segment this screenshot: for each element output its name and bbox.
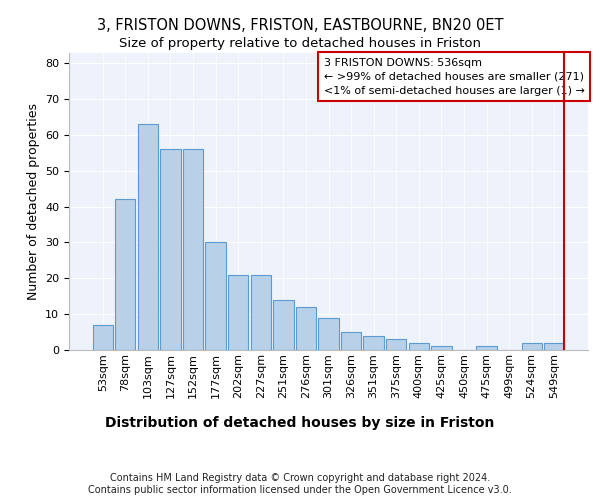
Bar bbox=[251, 274, 271, 350]
Bar bbox=[115, 200, 136, 350]
Bar bbox=[364, 336, 384, 350]
Y-axis label: Number of detached properties: Number of detached properties bbox=[26, 103, 40, 300]
Bar bbox=[521, 343, 542, 350]
Bar bbox=[409, 343, 429, 350]
Bar bbox=[160, 150, 181, 350]
Bar bbox=[341, 332, 361, 350]
Bar bbox=[183, 150, 203, 350]
Bar bbox=[273, 300, 293, 350]
Bar bbox=[205, 242, 226, 350]
Bar bbox=[476, 346, 497, 350]
Bar bbox=[138, 124, 158, 350]
Bar bbox=[92, 325, 113, 350]
Bar bbox=[544, 343, 565, 350]
Bar bbox=[296, 307, 316, 350]
Bar bbox=[386, 339, 406, 350]
Text: Contains HM Land Registry data © Crown copyright and database right 2024.
Contai: Contains HM Land Registry data © Crown c… bbox=[88, 474, 512, 495]
Text: 3 FRISTON DOWNS: 536sqm
← >99% of detached houses are smaller (271)
<1% of semi-: 3 FRISTON DOWNS: 536sqm ← >99% of detach… bbox=[324, 58, 585, 96]
Text: Size of property relative to detached houses in Friston: Size of property relative to detached ho… bbox=[119, 38, 481, 51]
Bar bbox=[431, 346, 452, 350]
Text: Distribution of detached houses by size in Friston: Distribution of detached houses by size … bbox=[106, 416, 494, 430]
Bar bbox=[228, 274, 248, 350]
Bar bbox=[319, 318, 338, 350]
Text: 3, FRISTON DOWNS, FRISTON, EASTBOURNE, BN20 0ET: 3, FRISTON DOWNS, FRISTON, EASTBOURNE, B… bbox=[97, 18, 503, 32]
